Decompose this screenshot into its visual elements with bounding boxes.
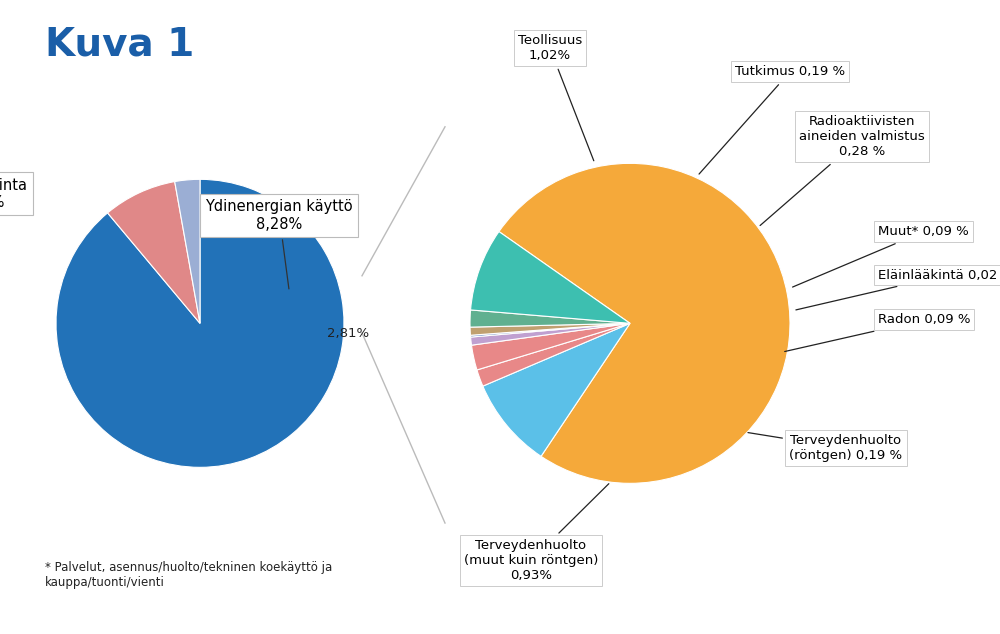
Wedge shape [470,310,630,327]
Text: Terveydenhuolto
(muut kuin röntgen)
0,93%: Terveydenhuolto (muut kuin röntgen) 0,93… [464,484,609,583]
Wedge shape [483,323,630,456]
Text: Teollisuus
1,02%: Teollisuus 1,02% [518,34,594,161]
Wedge shape [108,181,200,323]
Text: Lentotoiminta
88,91%: Lentotoiminta 88,91% [0,178,28,210]
Wedge shape [471,323,630,345]
Text: Ydinenergian käyttö
8,28%: Ydinenergian käyttö 8,28% [205,199,353,289]
Text: Terveydenhuolto
(röntgen) 0,19 %: Terveydenhuolto (röntgen) 0,19 % [748,432,903,462]
Text: Radon 0,09 %: Radon 0,09 % [785,313,971,351]
Wedge shape [56,179,344,467]
Text: 2,81%: 2,81% [327,327,369,340]
Text: Tutkimus 0,19 %: Tutkimus 0,19 % [699,65,845,174]
Wedge shape [470,323,630,335]
Wedge shape [470,323,630,337]
Wedge shape [175,179,200,323]
Text: Radioaktiivisten
aineiden valmistus
0,28 %: Radioaktiivisten aineiden valmistus 0,28… [760,115,925,226]
Text: * Palvelut, asennus/huolto/tekninen koekäyttö ja
kauppa/tuonti/vienti: * Palvelut, asennus/huolto/tekninen koek… [45,561,332,589]
Wedge shape [471,231,630,323]
Wedge shape [499,164,790,483]
Text: Eläinlääkintä 0,02 %: Eläinlääkintä 0,02 % [796,269,1000,310]
Text: Kuva 1: Kuva 1 [45,25,194,63]
Wedge shape [471,323,630,370]
Wedge shape [477,323,630,386]
Text: Muut* 0,09 %: Muut* 0,09 % [793,225,969,287]
